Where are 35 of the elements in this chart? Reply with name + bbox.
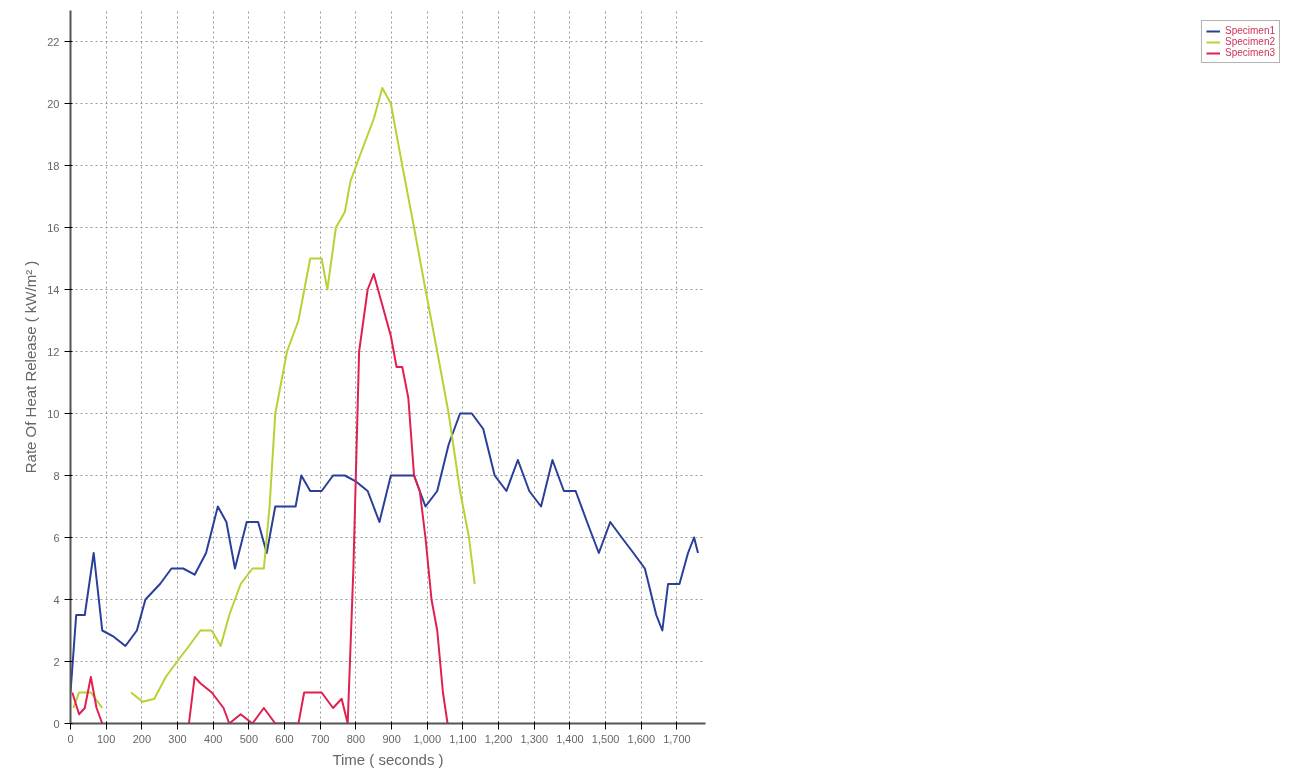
y-tick-label: 14 xyxy=(47,283,60,296)
y-tick-label: 18 xyxy=(47,159,60,172)
y-tick-label: 6 xyxy=(53,531,60,544)
x-tick-label: 300 xyxy=(168,732,187,745)
x-tick-label: 100 xyxy=(97,732,116,745)
y-tick-label: 2 xyxy=(53,655,60,668)
y-axis-title: Rate Of Heat Release ( kW/m² ) xyxy=(22,260,40,474)
x-tick-label: 900 xyxy=(382,732,401,745)
x-tick-label: 400 xyxy=(204,732,223,745)
x-tick-label: 1,600 xyxy=(627,732,656,745)
legend-label: Specimen2 xyxy=(1224,36,1275,47)
x-tick-label: 1,000 xyxy=(413,732,442,745)
x-tick-label: 1,400 xyxy=(556,732,584,745)
x-tick-label: 500 xyxy=(239,732,259,745)
y-tick-label: 22 xyxy=(47,35,60,48)
legend-label: Specimen1 xyxy=(1224,25,1275,36)
x-tick-label: 700 xyxy=(311,732,330,745)
x-tick-label: 1,100 xyxy=(449,732,477,745)
x-tick-label: 0 xyxy=(67,732,74,745)
x-tick-label: 1,200 xyxy=(484,732,513,745)
x-tick-label: 1,700 xyxy=(663,732,691,745)
y-tick-label: 12 xyxy=(47,345,60,358)
y-tick-label: 0 xyxy=(53,717,60,730)
x-tick-label: 1,300 xyxy=(520,732,549,745)
x-tick-label: 1,500 xyxy=(591,732,620,745)
x-tick-label: 800 xyxy=(346,732,366,745)
y-tick-label: 16 xyxy=(47,221,60,234)
y-tick-label: 10 xyxy=(47,407,60,420)
legend-label: Specimen3 xyxy=(1224,47,1275,58)
y-tick-label: 4 xyxy=(53,593,60,606)
y-tick-label: 20 xyxy=(47,97,60,110)
x-axis-title: Time ( seconds ) xyxy=(332,750,444,768)
y-tick-label: 8 xyxy=(53,469,60,482)
x-tick-label: 600 xyxy=(275,732,294,745)
x-tick-label: 200 xyxy=(132,732,152,745)
